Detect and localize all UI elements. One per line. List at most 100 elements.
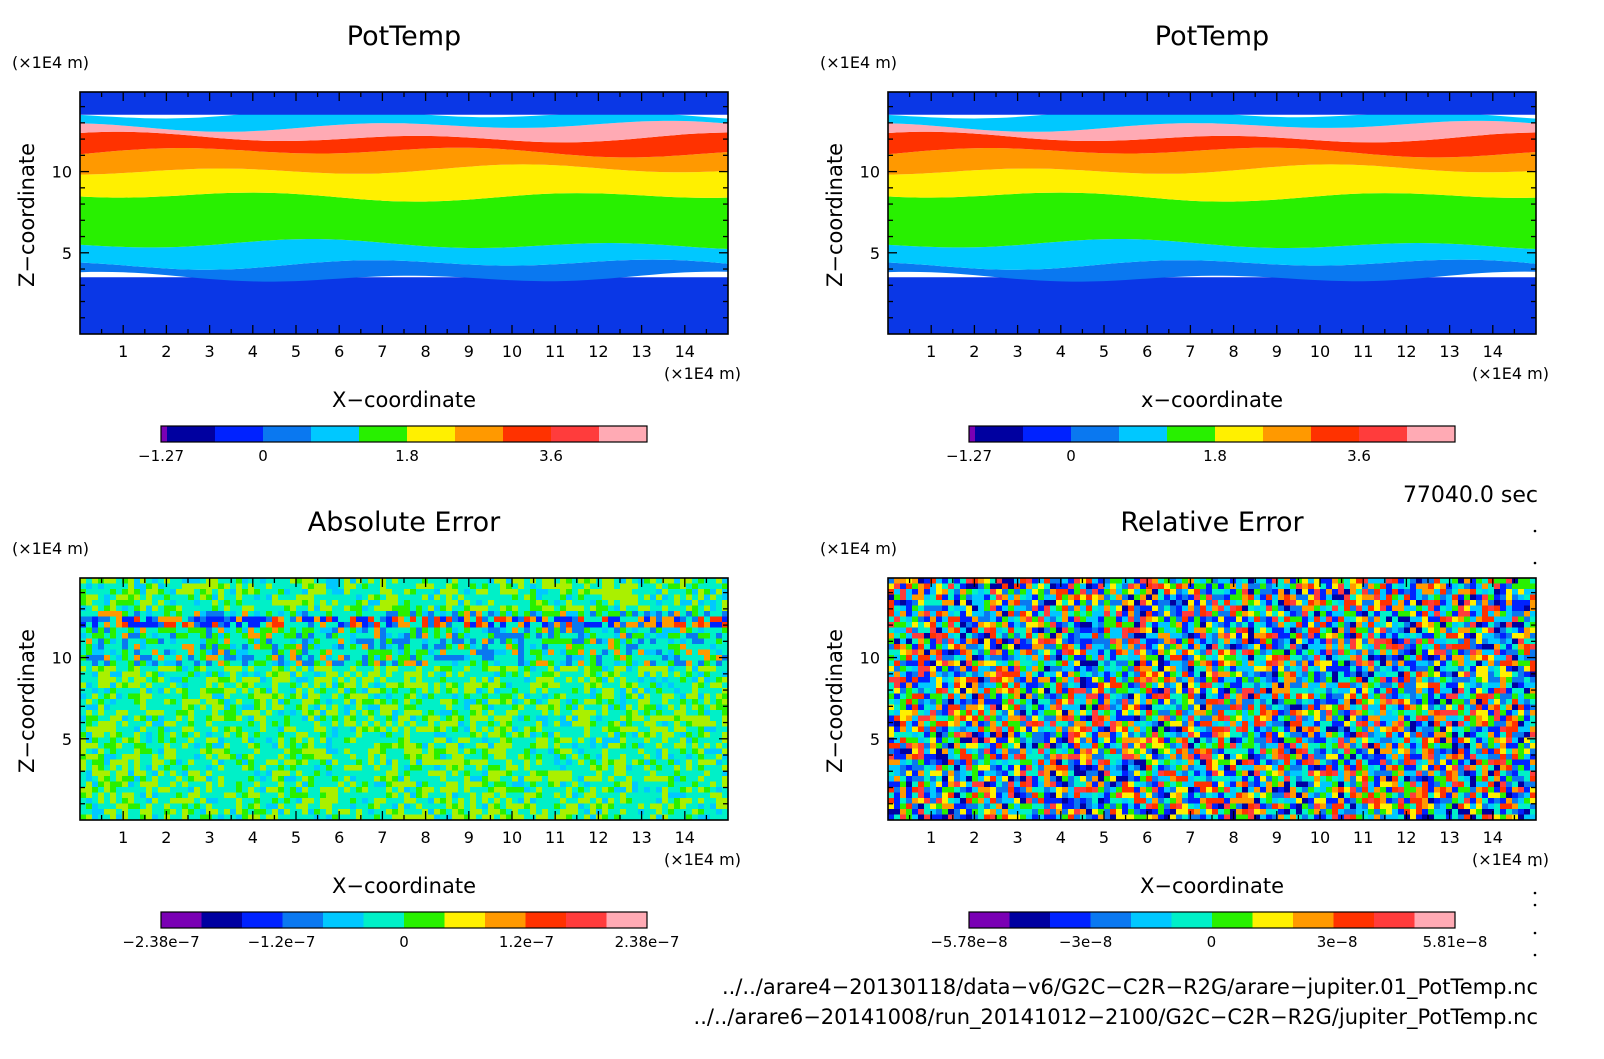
heatmap-cell — [194, 760, 201, 766]
heatmap-cell — [530, 727, 537, 733]
heatmap-cell — [128, 776, 135, 782]
heatmap-cell — [242, 633, 249, 639]
heatmap-cell — [638, 804, 645, 810]
heatmap-cell — [284, 699, 291, 705]
heatmap-cell — [188, 666, 195, 672]
heatmap-cell — [326, 760, 333, 766]
heatmap-cell — [248, 699, 255, 705]
heatmap-cell — [512, 578, 519, 584]
heatmap-cell — [134, 589, 141, 595]
heatmap-cell — [200, 672, 207, 678]
heatmap-cell — [512, 672, 519, 678]
heatmap-cell — [638, 749, 645, 755]
heatmap-cell — [272, 787, 279, 793]
heatmap-cell — [356, 727, 363, 733]
heatmap-cell — [116, 650, 123, 656]
heatmap-cell — [662, 694, 669, 700]
heatmap-cell — [698, 809, 705, 815]
heatmap-cell — [170, 683, 177, 689]
heatmap-cell — [140, 688, 147, 694]
heatmap-cell — [662, 644, 669, 650]
x-tick-label: 1 — [926, 342, 936, 361]
heatmap-cell — [614, 672, 621, 678]
heatmap-cell — [626, 771, 633, 777]
heatmap-cell — [188, 600, 195, 606]
heatmap-cell — [338, 611, 345, 617]
heatmap-cell — [542, 694, 549, 700]
heatmap-cell — [530, 782, 537, 788]
heatmap-cell — [326, 716, 333, 722]
heatmap-cell — [620, 677, 627, 683]
heatmap-cell — [644, 787, 651, 793]
heatmap-cell — [188, 584, 195, 590]
heatmap-cell — [392, 804, 399, 810]
heatmap-cell — [650, 732, 657, 738]
heatmap-cell — [710, 639, 717, 645]
heatmap-cell — [212, 798, 219, 804]
heatmap-cell — [656, 688, 663, 694]
heatmap-cell — [98, 804, 105, 810]
heatmap-cell — [716, 644, 723, 650]
heatmap-cell — [380, 589, 387, 595]
heatmap-cell — [416, 782, 423, 788]
heatmap-cell — [350, 760, 357, 766]
heatmap-cell — [326, 584, 333, 590]
heatmap-cell — [104, 771, 111, 777]
heatmap-cell — [242, 622, 249, 628]
heatmap-cell — [524, 727, 531, 733]
heatmap-cell — [566, 694, 573, 700]
heatmap-cell — [368, 776, 375, 782]
heatmap-cell — [188, 611, 195, 617]
heatmap-cell — [254, 793, 261, 799]
heatmap-cell — [158, 787, 165, 793]
heatmap-cell — [266, 611, 273, 617]
heatmap-cell — [110, 716, 117, 722]
heatmap-cell — [656, 666, 663, 672]
heatmap-cell — [188, 628, 195, 634]
heatmap-cell — [530, 787, 537, 793]
heatmap-cell — [602, 661, 609, 667]
heatmap-cell — [314, 584, 321, 590]
heatmap-cell — [170, 743, 177, 749]
heatmap-cell — [542, 578, 549, 584]
heatmap-cell — [254, 776, 261, 782]
heatmap-cell — [488, 727, 495, 733]
heatmap-cell — [548, 716, 555, 722]
heatmap-cell — [548, 666, 555, 672]
heatmap-cell — [182, 672, 189, 678]
heatmap-cell — [218, 771, 225, 777]
heatmap-cell — [692, 688, 699, 694]
heatmap-cell — [230, 661, 237, 667]
heatmap-cell — [242, 683, 249, 689]
heatmap-cell — [344, 617, 351, 623]
heatmap-cell — [272, 595, 279, 601]
heatmap-cell — [584, 694, 591, 700]
heatmap-cell — [692, 716, 699, 722]
heatmap-cell — [602, 628, 609, 634]
heatmap-cell — [662, 798, 669, 804]
heatmap-cell — [140, 804, 147, 810]
heatmap-cell — [560, 804, 567, 810]
heatmap-cell — [482, 749, 489, 755]
heatmap-cell — [218, 798, 225, 804]
heatmap-cell — [512, 754, 519, 760]
heatmap-cell — [182, 683, 189, 689]
heatmap-cell — [698, 622, 705, 628]
heatmap-cell — [386, 683, 393, 689]
heatmap-cell — [548, 710, 555, 716]
heatmap-cell — [644, 699, 651, 705]
heatmap-cell — [188, 754, 195, 760]
heatmap-cell — [104, 655, 111, 661]
heatmap-cell — [338, 705, 345, 711]
heatmap-cell — [146, 754, 153, 760]
heatmap-cell — [716, 639, 723, 645]
heatmap-cell — [308, 809, 315, 815]
heatmap-cell — [380, 798, 387, 804]
heatmap-cell — [182, 738, 189, 744]
y-axis-label: Z−coordinate — [15, 143, 39, 287]
heatmap-cell — [326, 771, 333, 777]
heatmap-cell — [290, 606, 297, 612]
heatmap-cell — [410, 655, 417, 661]
heatmap-cell — [416, 661, 423, 667]
